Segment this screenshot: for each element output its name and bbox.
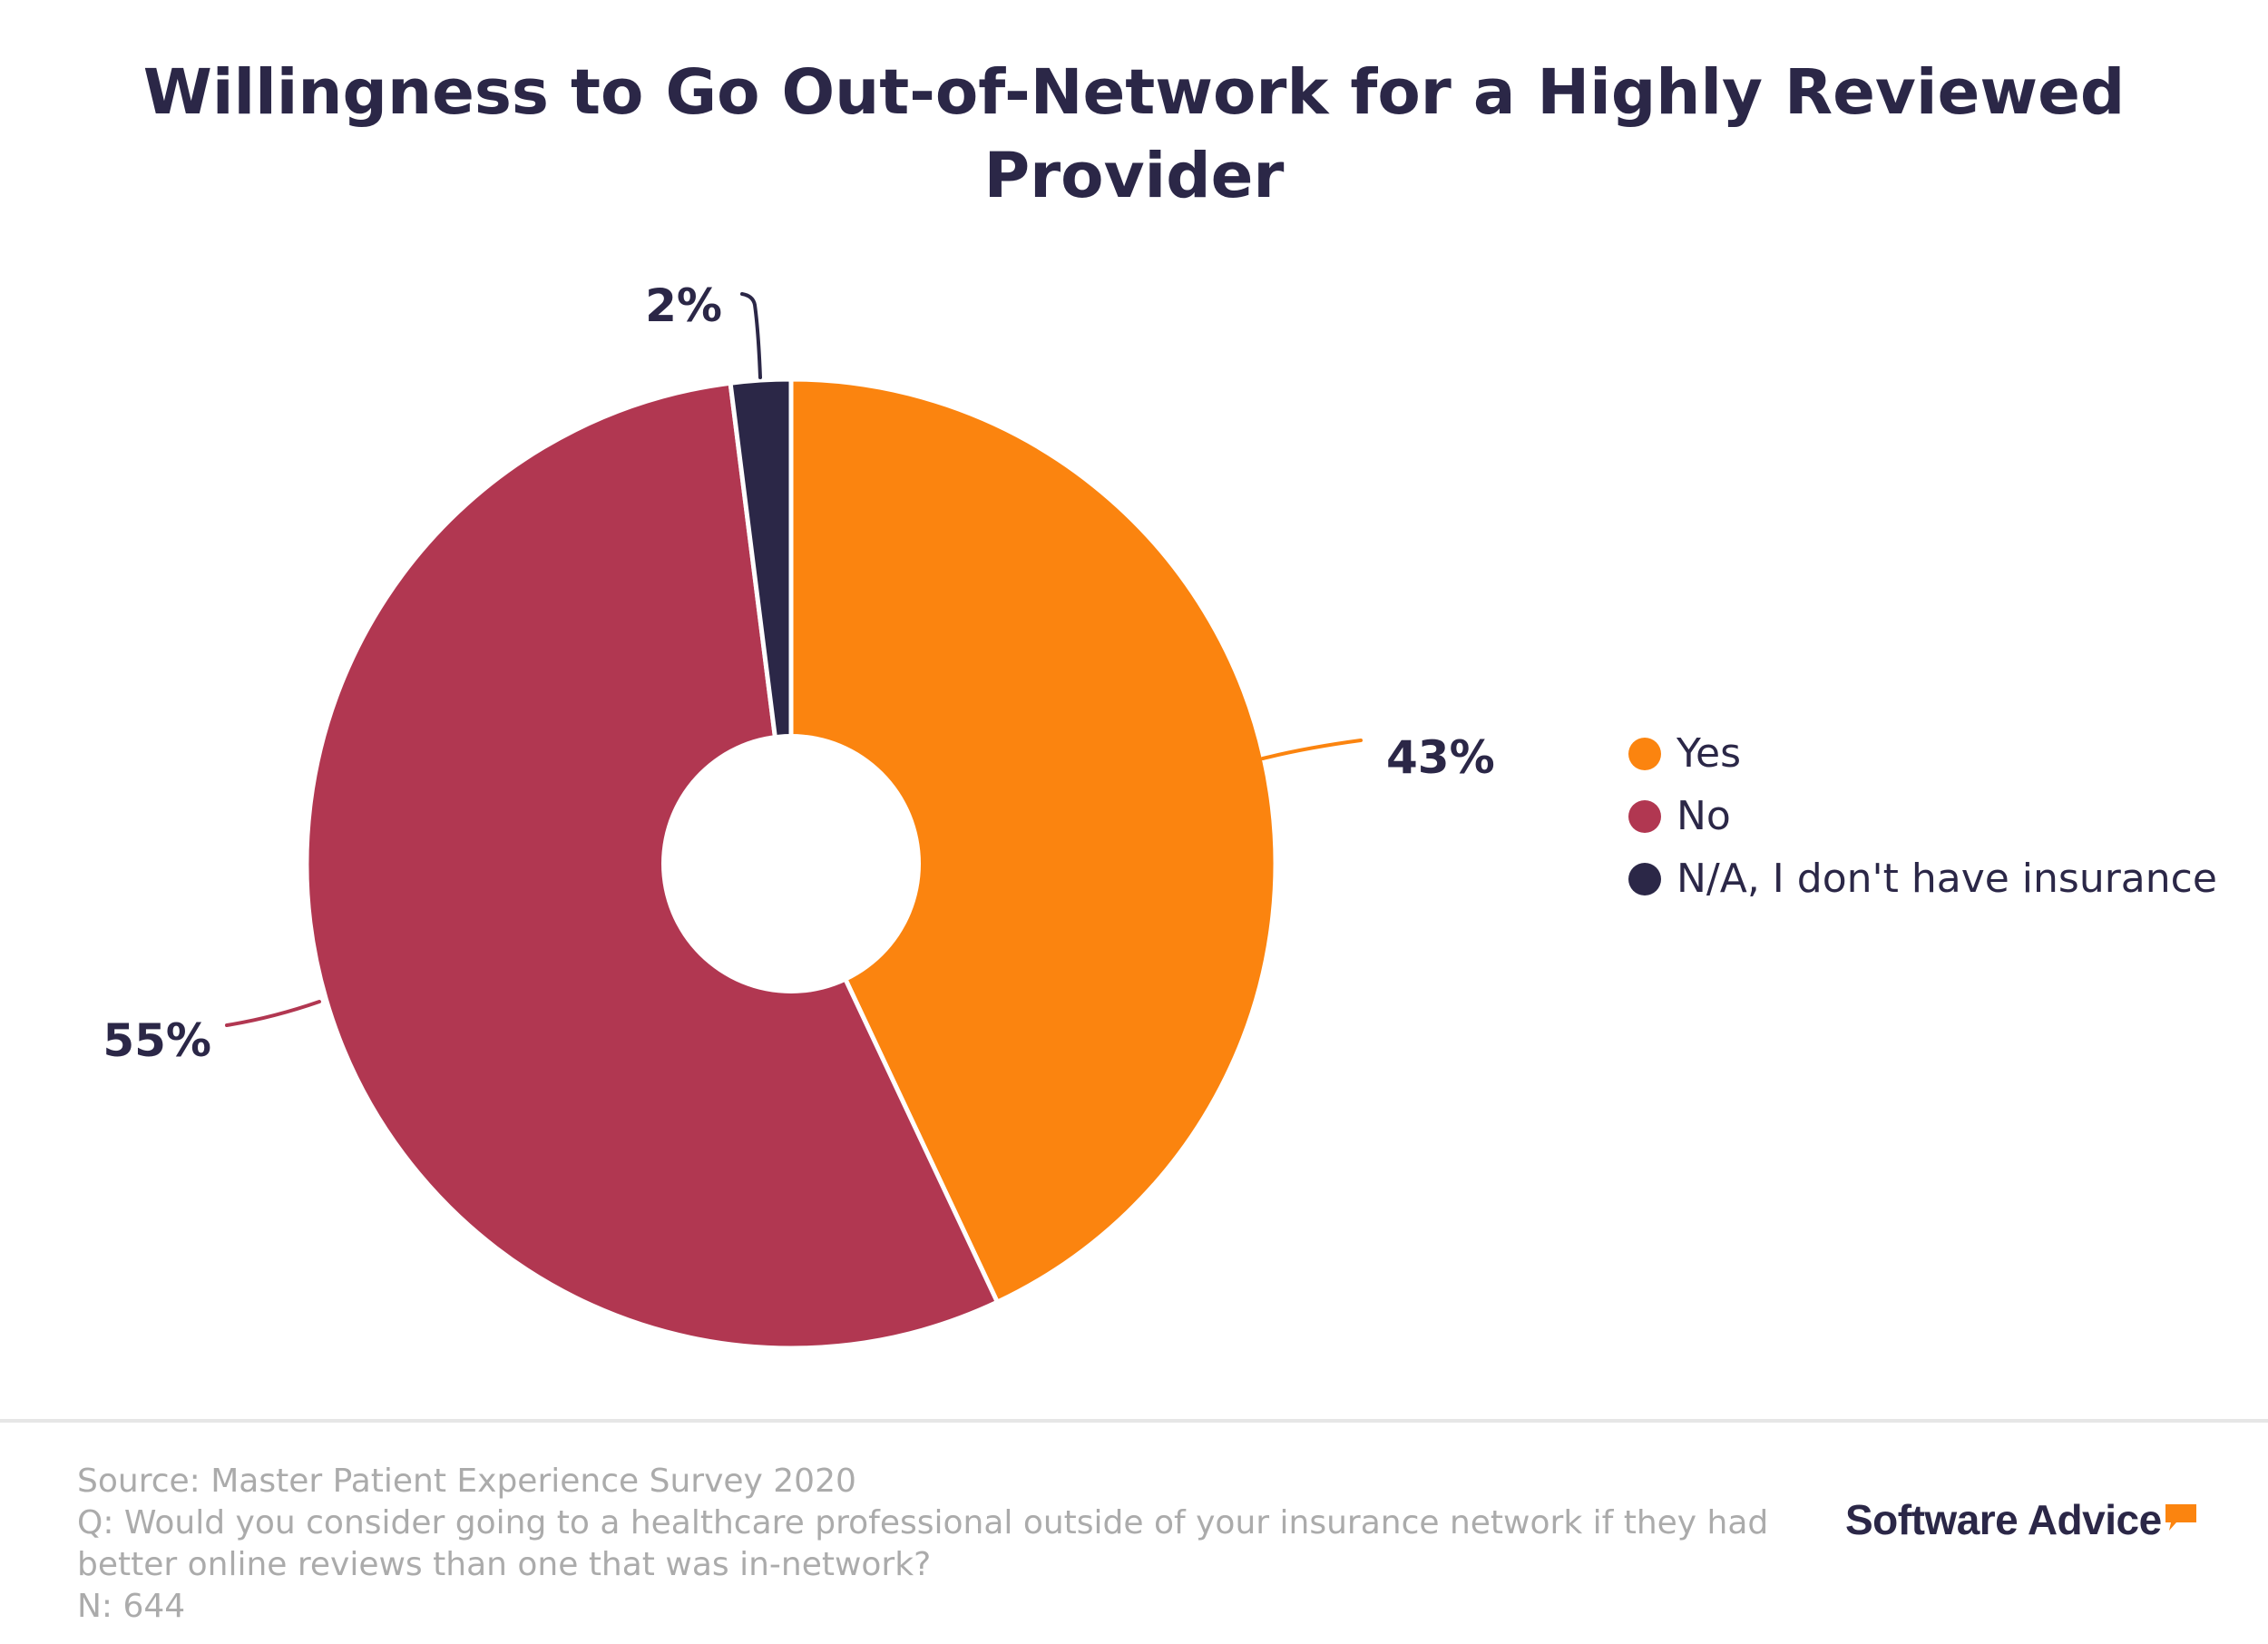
- logo-wordmark: Software Advice: [1845, 1496, 2162, 1543]
- pie-chart: 43% 55% 2%: [103, 279, 1495, 1351]
- chart-title: Willingness to Go Out-of-Network for a H…: [142, 56, 2126, 212]
- footer-divider: [0, 1419, 2268, 1423]
- software-advice-logo: Software Advice: [1845, 1495, 2198, 1544]
- legend-item-yes: Yes: [1628, 722, 2217, 785]
- slice-label-no: 55%: [103, 1014, 211, 1067]
- legend-item-na: N/A, I don't have insurance: [1628, 847, 2217, 910]
- leader-line-yes: [1261, 739, 1363, 760]
- slice-label-na: 2%: [645, 279, 722, 332]
- legend-label-yes: Yes: [1677, 730, 1742, 777]
- slice-label-yes: 43%: [1386, 731, 1495, 784]
- legend: Yes No N/A, I don't have insurance: [1628, 722, 2217, 910]
- sample-size-note: N: 644: [77, 1588, 186, 1625]
- legend-swatch-no: [1628, 799, 1661, 833]
- pie-slice-no: [304, 380, 1000, 1351]
- donut-hole: [661, 734, 921, 993]
- legend-swatch-na: [1628, 862, 1661, 895]
- source-note: Source: Master Patient Experience Survey…: [77, 1463, 856, 1500]
- legend-item-no: No: [1628, 785, 2217, 847]
- legend-swatch-yes: [1628, 737, 1661, 770]
- question-note-line2: better online reviews than one that was …: [77, 1546, 932, 1583]
- legend-label-na: N/A, I don't have insurance: [1677, 856, 2217, 902]
- legend-label-no: No: [1677, 793, 1731, 839]
- chart-footer: Source: Master Patient Experience Survey…: [77, 1461, 1769, 1628]
- leader-line-na: [740, 292, 762, 379]
- leader-line-no: [225, 1000, 321, 1027]
- label-leaders: [225, 292, 1363, 1027]
- speech-bubble-icon: [2165, 1504, 2196, 1531]
- question-note-line1: Q: Would you consider going to a healthc…: [77, 1504, 1769, 1541]
- slice-labels: 43% 55% 2%: [103, 279, 1494, 1067]
- pie-slices: [304, 377, 1278, 1351]
